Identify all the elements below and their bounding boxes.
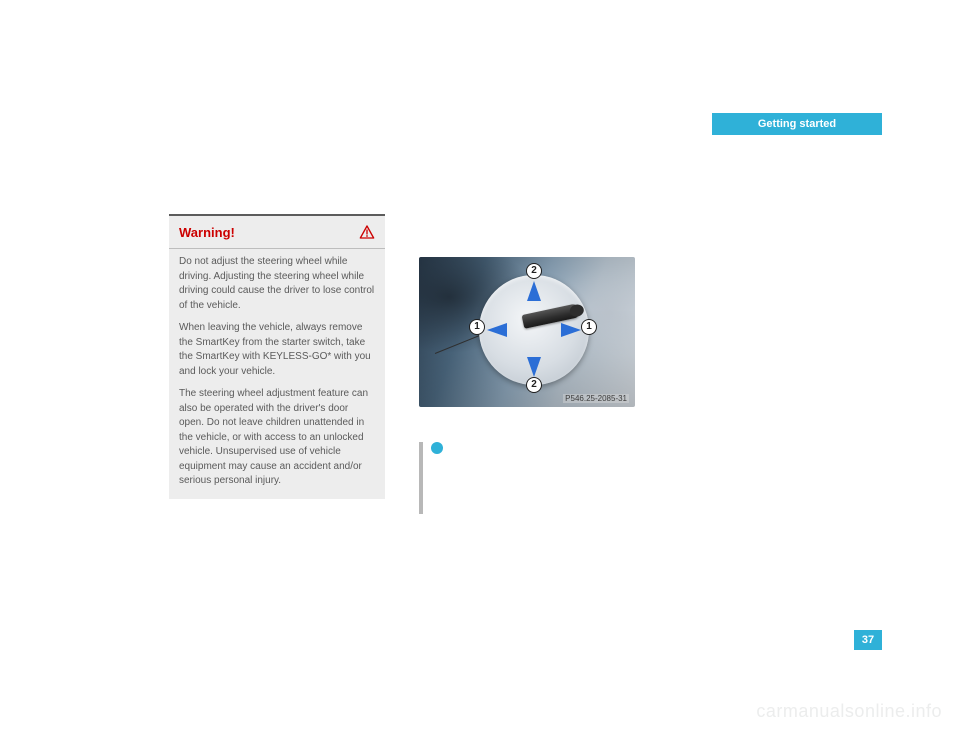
warning-paragraph: Do not adjust the steering wheel while d… xyxy=(179,255,375,313)
warning-box: Warning! Do not adjust the steering whee… xyxy=(169,214,385,499)
warning-body: Do not adjust the steering wheel while d… xyxy=(169,249,385,499)
section-tab: Getting started xyxy=(712,113,882,135)
warning-triangle-icon xyxy=(359,224,375,240)
page-number: 37 xyxy=(862,634,874,646)
section-title: Getting started xyxy=(758,118,836,130)
callout-badge-2-bottom: 2 xyxy=(526,377,542,393)
arrow-up-icon xyxy=(527,281,541,301)
control-knob-circle: 1 1 2 2 xyxy=(479,275,589,385)
page-number-tab: 37 xyxy=(854,630,882,650)
warning-title: Warning! xyxy=(179,225,235,240)
manual-page: Getting started Warning! Do not adjust t… xyxy=(0,0,960,742)
steering-adjustment-figure: 1 1 2 2 P546.25-2085-31 xyxy=(419,257,635,407)
arrow-left-icon xyxy=(487,323,507,337)
info-note xyxy=(419,440,635,514)
warning-header: Warning! xyxy=(169,216,385,249)
watermark-text: carmanualsonline.info xyxy=(756,701,942,722)
callout-badge-2-top: 2 xyxy=(526,263,542,279)
info-bullet-icon xyxy=(431,442,443,454)
arrow-down-icon xyxy=(527,357,541,377)
callout-badge-1-right: 1 xyxy=(581,319,597,335)
arrow-right-icon xyxy=(561,323,581,337)
warning-paragraph: When leaving the vehicle, always remove … xyxy=(179,321,375,379)
callout-badge-1-left: 1 xyxy=(469,319,485,335)
info-note-bar xyxy=(419,442,423,514)
figure-reference-code: P546.25-2085-31 xyxy=(563,394,629,403)
warning-paragraph: The steering wheel adjustment feature ca… xyxy=(179,387,375,489)
